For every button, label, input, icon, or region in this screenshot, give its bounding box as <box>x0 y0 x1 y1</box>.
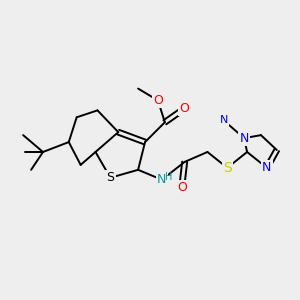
Text: O: O <box>153 94 163 107</box>
Text: H: H <box>165 172 172 182</box>
Text: S: S <box>106 171 114 184</box>
Text: O: O <box>177 181 187 194</box>
Text: N: N <box>262 161 272 174</box>
Text: N: N <box>157 173 167 186</box>
Text: N: N <box>220 115 229 125</box>
Text: S: S <box>223 161 232 175</box>
Text: N: N <box>239 132 249 145</box>
Text: O: O <box>180 102 190 115</box>
